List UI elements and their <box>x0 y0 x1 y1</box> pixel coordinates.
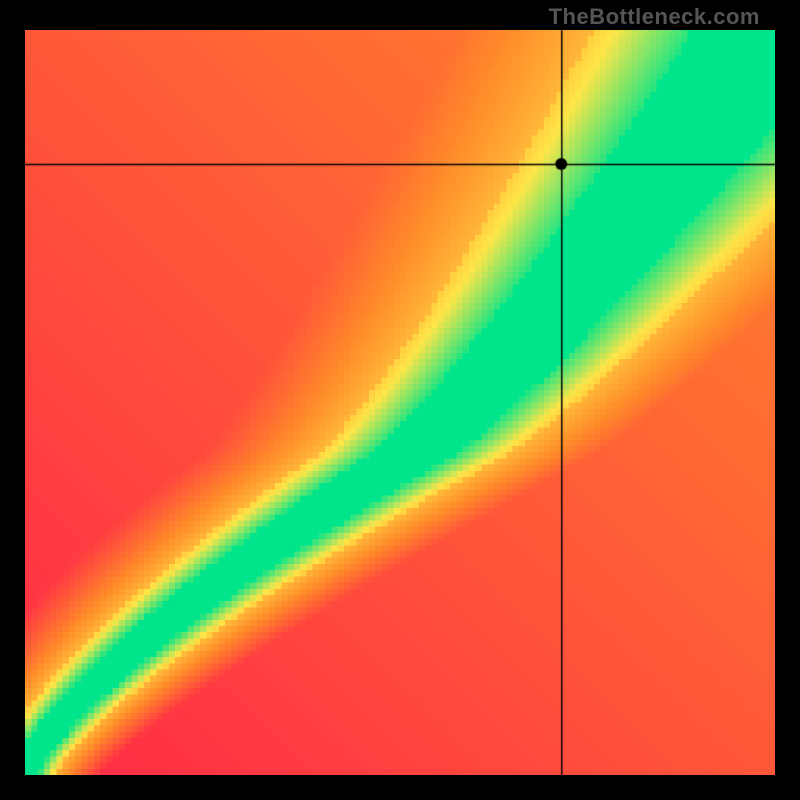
crosshair-overlay <box>0 0 800 800</box>
watermark-text: TheBottleneck.com <box>549 4 760 30</box>
chart-container: TheBottleneck.com <box>0 0 800 800</box>
